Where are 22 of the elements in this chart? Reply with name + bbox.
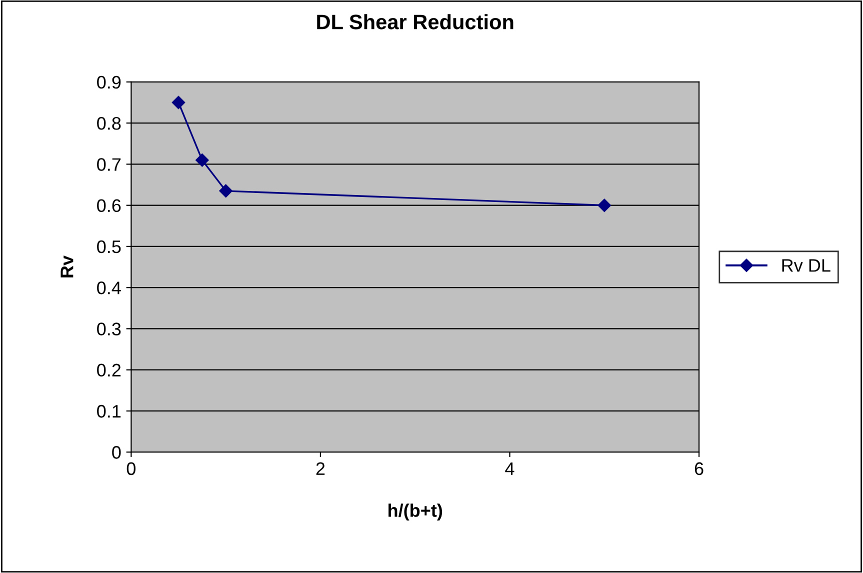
y-tick-label: 0.7 [97, 158, 121, 171]
x-tick-label: 4 [505, 462, 514, 475]
point [598, 198, 611, 212]
y-tick-label: 0.2 [97, 364, 121, 377]
x-tick-label: 0 [126, 462, 136, 476]
x-axis-title: h/(b+t) [388, 504, 442, 520]
x-tick-label: 2 [316, 462, 325, 475]
y-tick-label: 0.9 [97, 76, 121, 89]
y-tick-label: 0 [112, 446, 121, 459]
x-tick-label: 6 [694, 462, 704, 476]
y-tick-label: 0.8 [97, 117, 121, 130]
point [219, 184, 232, 198]
y-tick-label: 0.1 [97, 404, 121, 418]
y-tick-label: 0.4 [97, 282, 121, 294]
point [196, 153, 209, 167]
point [172, 96, 186, 110]
y-tick-label: 0.6 [97, 199, 121, 212]
y-tick-label: 0.3 [97, 322, 121, 336]
chart-title: DL Shear Reduction [317, 14, 514, 30]
y-tick-label: 0.5 [97, 240, 121, 254]
legend-label: Rv DL [782, 259, 830, 272]
y-axis-title: Rv [60, 256, 74, 278]
